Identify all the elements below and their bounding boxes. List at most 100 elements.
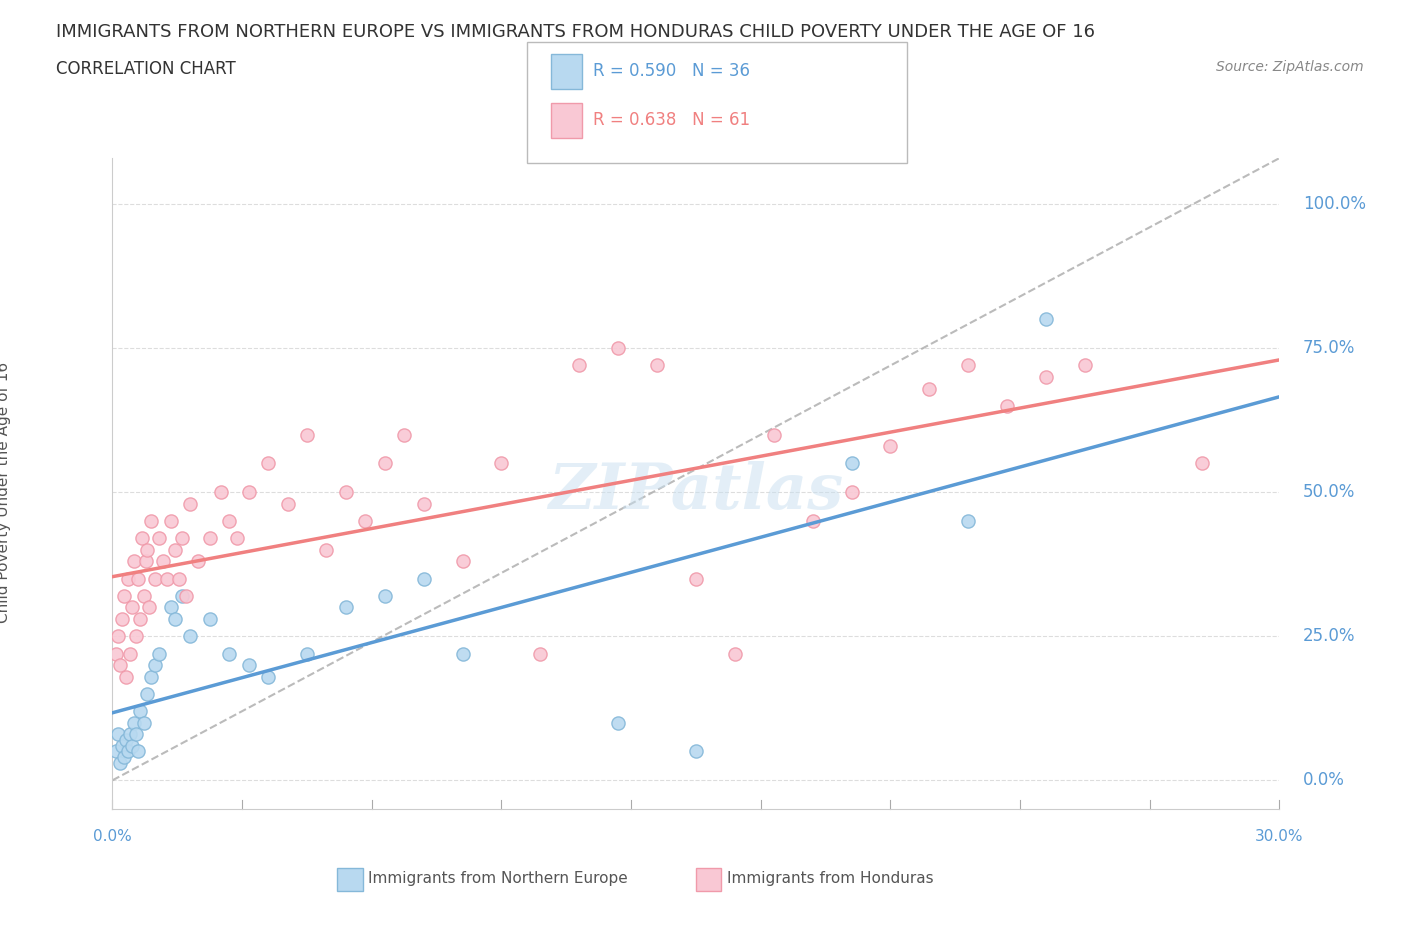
Point [127,571,149,586]
Point [529,646,551,661]
Point [110,658,132,672]
Point [918,381,941,396]
Point [354,513,377,528]
Point [179,497,201,512]
Point [957,513,980,528]
Point [128,612,150,627]
Point [198,531,221,546]
Point [167,571,190,586]
Point [276,497,298,512]
Point [412,571,434,586]
Point [172,531,194,546]
Point [607,715,630,730]
Point [152,554,174,569]
Point [125,629,148,644]
Point [841,456,863,471]
Point [136,542,159,557]
Point [122,554,145,569]
Text: 75.0%: 75.0% [1303,339,1355,357]
Point [226,531,249,546]
Point [163,612,186,627]
Text: Immigrants from Northern Europe: Immigrants from Northern Europe [368,871,628,886]
Point [118,646,141,661]
Point [121,738,143,753]
Point [374,589,396,604]
Point [238,658,260,672]
Text: R = 0.638   N = 61: R = 0.638 N = 61 [593,112,751,129]
Point [128,704,150,719]
Point [131,531,153,546]
Point [160,600,183,615]
Text: 25.0%: 25.0% [1303,627,1355,645]
Point [132,589,155,604]
Point [121,600,143,615]
Point [257,456,280,471]
Text: Child Poverty Under the Age of 16: Child Poverty Under the Age of 16 [0,362,11,623]
Point [143,571,166,586]
Point [138,600,160,615]
Point [315,542,337,557]
Point [645,358,668,373]
Point [1035,369,1057,384]
Point [724,646,747,661]
Point [110,755,132,770]
Point [107,726,129,741]
Point [112,750,135,764]
Point [107,629,129,644]
Text: Immigrants from Honduras: Immigrants from Honduras [727,871,934,886]
Point [295,427,318,442]
Text: 0.0%: 0.0% [93,830,132,844]
Point [491,456,513,471]
Text: 0.0%: 0.0% [1303,771,1344,790]
Point [148,531,170,546]
Point [685,744,707,759]
Point [1191,456,1213,471]
Point [198,612,221,627]
Text: 30.0%: 30.0% [1256,830,1303,844]
Point [451,554,474,569]
Point [1035,312,1057,326]
Point [117,571,139,586]
Point [105,744,128,759]
Point [172,589,194,604]
Point [115,670,138,684]
Text: CORRELATION CHART: CORRELATION CHART [56,60,236,78]
Point [209,485,232,499]
Point [187,554,209,569]
Text: R = 0.590   N = 36: R = 0.590 N = 36 [593,62,751,80]
Point [392,427,416,442]
Text: IMMIGRANTS FROM NORTHERN EUROPE VS IMMIGRANTS FROM HONDURAS CHILD POVERTY UNDER : IMMIGRANTS FROM NORTHERN EUROPE VS IMMIG… [56,23,1095,41]
Point [117,744,139,759]
Point [335,600,357,615]
Point [141,513,163,528]
Text: Source: ZipAtlas.com: Source: ZipAtlas.com [1216,60,1364,74]
Point [218,646,240,661]
Point [841,485,863,499]
Point [374,456,396,471]
Point [762,427,785,442]
Point [111,738,134,753]
Point [257,670,280,684]
Point [995,398,1018,413]
Point [685,571,707,586]
Point [568,358,591,373]
Point [132,715,155,730]
Point [295,646,318,661]
Point [451,646,474,661]
Point [143,658,166,672]
Point [148,646,170,661]
Point [160,513,183,528]
Text: 100.0%: 100.0% [1303,195,1365,213]
Point [335,485,357,499]
Point [176,589,198,604]
Point [412,497,434,512]
Point [122,715,145,730]
Point [179,629,201,644]
Point [163,542,186,557]
Point [1074,358,1097,373]
Point [105,646,128,661]
Point [136,686,159,701]
Text: ZIPatlas: ZIPatlas [548,461,844,523]
Point [141,670,163,684]
Point [112,589,135,604]
